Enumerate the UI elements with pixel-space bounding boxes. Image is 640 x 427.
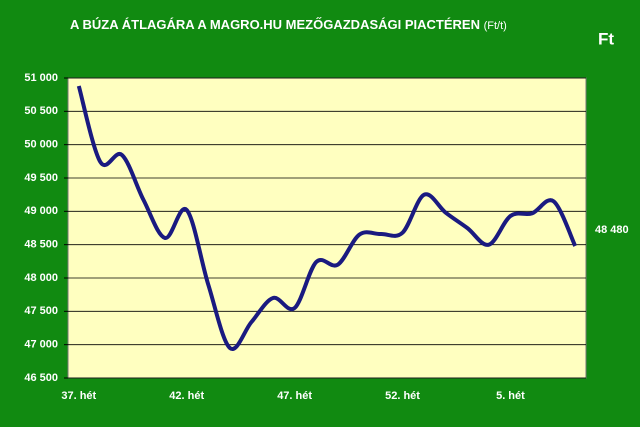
data-line — [76, 85, 578, 352]
y-tick-label: 50 000 — [24, 139, 58, 151]
x-tick-label: 37. hét — [61, 390, 96, 402]
y-tick-label: 47 000 — [24, 339, 58, 351]
y-tick-label: 48 000 — [24, 272, 58, 284]
y-tick-label: 50 500 — [24, 105, 58, 117]
y-tick-label: 51 000 — [24, 72, 58, 84]
y-axis-label: Ft — [598, 29, 614, 48]
y-tick-label: 49 000 — [24, 205, 58, 217]
y-tick-label: 46 500 — [24, 372, 58, 384]
end-label: 48 480 — [595, 224, 629, 236]
y-tick-label: 49 500 — [24, 172, 58, 184]
x-tick-label: 47. hét — [277, 390, 312, 402]
x-tick-label: 42. hét — [169, 390, 204, 402]
chart-title: A BÚZA ÁTLAGÁRA A MAGRO.HU MEZŐGAZDASÁGI… — [70, 17, 507, 32]
y-tick-label: 47 500 — [24, 305, 58, 317]
x-tick-label: 5. hét — [496, 390, 525, 402]
x-tick-label: 52. hét — [385, 390, 420, 402]
y-tick-label: 48 500 — [24, 239, 58, 251]
plot-area — [67, 77, 587, 379]
